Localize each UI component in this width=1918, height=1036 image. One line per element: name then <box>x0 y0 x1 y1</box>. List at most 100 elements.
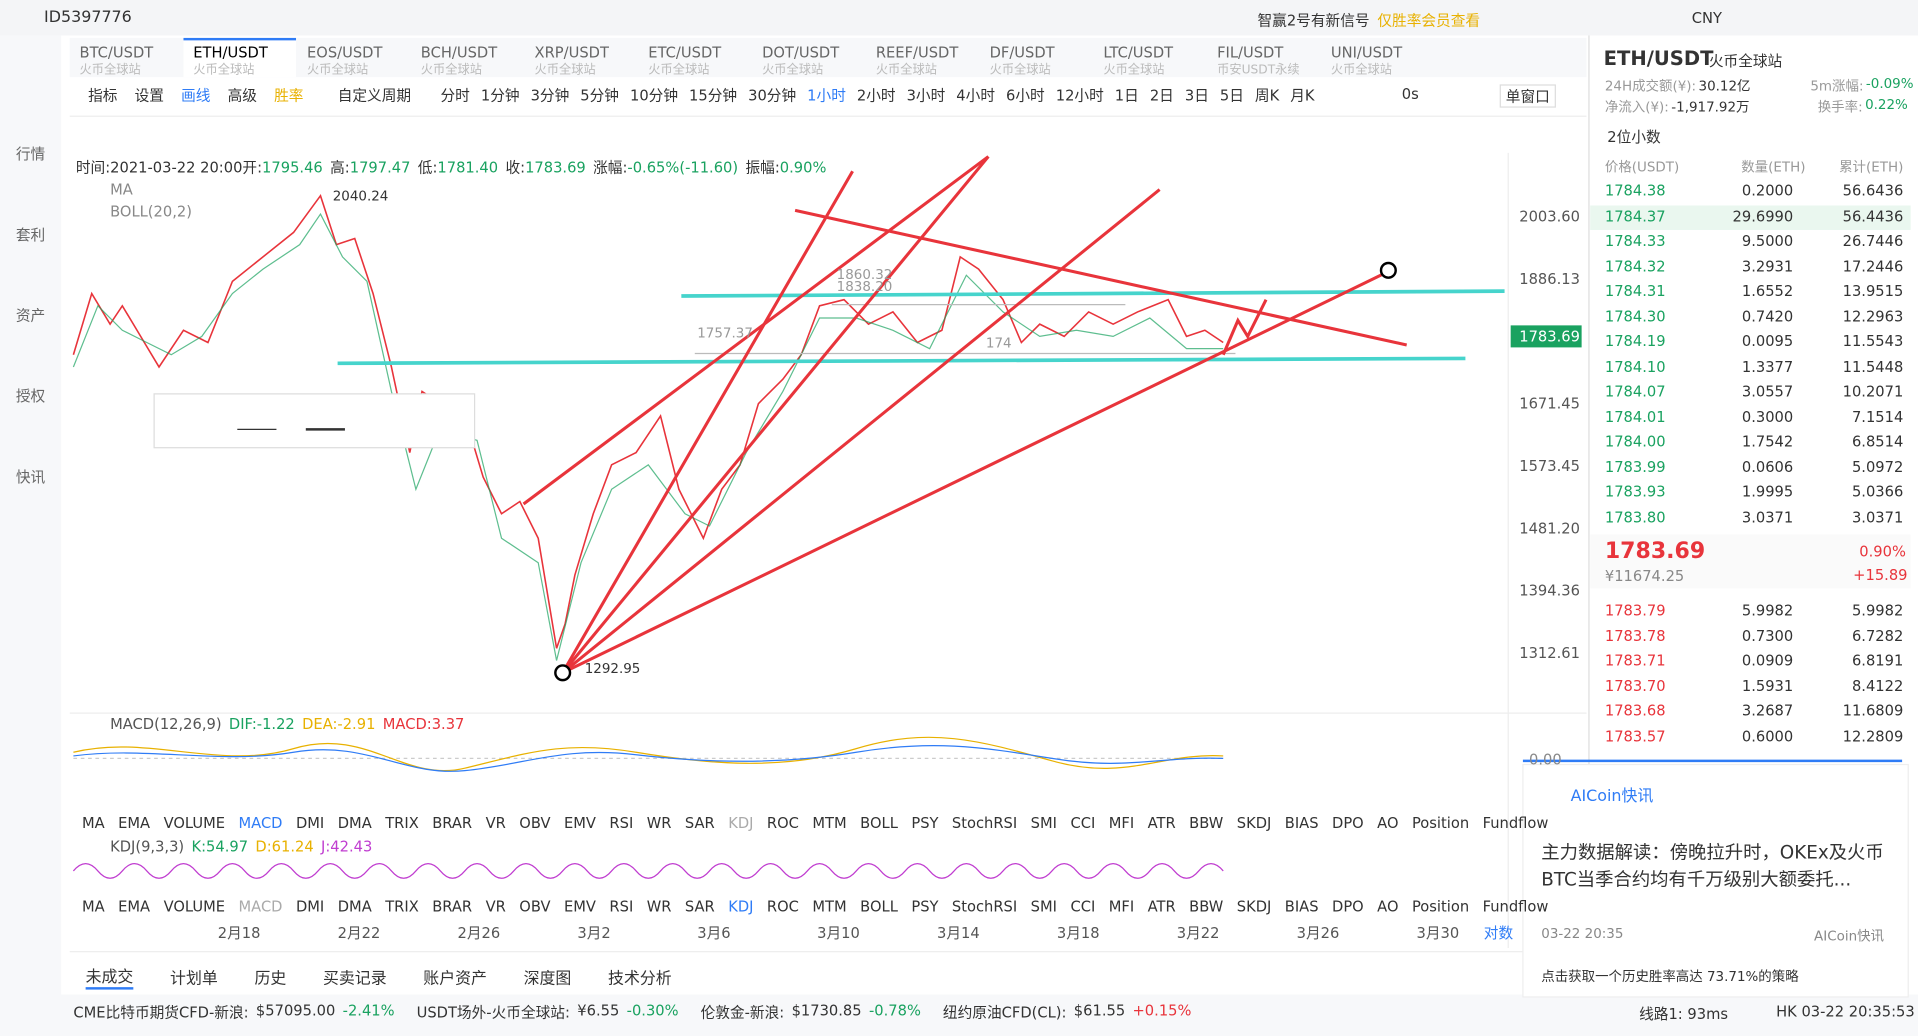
indicator[interactable]: WR <box>646 814 672 832</box>
indicator[interactable]: DMI <box>295 814 325 832</box>
tool[interactable]: 指标 <box>88 86 118 104</box>
indicator[interactable]: DMA <box>337 814 372 832</box>
indicator[interactable]: DMA <box>337 897 372 915</box>
indicator[interactable]: DPO <box>1332 814 1364 832</box>
indicator[interactable]: Fundflow <box>1482 814 1549 832</box>
period[interactable]: 1分钟 <box>480 86 520 104</box>
indicator[interactable]: ATR <box>1147 897 1176 915</box>
indicator[interactable]: MACD <box>238 814 283 832</box>
nav-item[interactable]: 资产 <box>15 307 46 325</box>
indicator[interactable]: RSI <box>609 814 634 832</box>
indicator[interactable]: Fundflow <box>1482 897 1549 915</box>
bottom-tab[interactable]: 技术分析 <box>608 970 672 989</box>
indicator[interactable]: TRIX <box>385 814 419 832</box>
indicator[interactable]: BBW <box>1189 814 1224 832</box>
indicator[interactable]: EMV <box>563 814 596 832</box>
user-id[interactable]: ID5397776 <box>44 8 132 27</box>
period[interactable]: 分时 <box>440 86 470 104</box>
promo[interactable]: 点击获取一个历史胜率高达 73.71%的策略 <box>1541 968 1799 985</box>
period[interactable]: 15分钟 <box>689 86 738 104</box>
symbol-tab[interactable]: ETH/USDT 火币全球站 <box>183 38 297 82</box>
bottom-tab[interactable]: 账户资产 <box>423 970 487 989</box>
bottom-tab[interactable]: 买卖记录 <box>322 970 387 989</box>
indicator[interactable]: MTM <box>812 897 847 915</box>
symbol-tab[interactable]: ETC/USDT 火币全球站 <box>639 38 753 82</box>
indicator[interactable]: CCI <box>1070 897 1096 915</box>
indicator[interactable]: MFI <box>1108 814 1135 832</box>
period[interactable]: 1日 <box>1114 86 1139 104</box>
period[interactable]: 10分钟 <box>629 86 679 104</box>
symbol-tab[interactable]: BTC/USDT 火币全球站 <box>70 38 184 82</box>
indicator[interactable]: DPO <box>1332 897 1364 915</box>
indicator[interactable]: TRIX <box>385 897 419 915</box>
bottom-tab[interactable]: 未成交 <box>85 964 134 990</box>
symbol-tab[interactable]: EOS/USDT 火币全球站 <box>297 38 411 82</box>
indicator[interactable]: VOLUME <box>163 814 226 832</box>
indicator[interactable]: BOLL <box>860 897 898 915</box>
indicator[interactable]: PSY <box>911 897 939 915</box>
indicator[interactable]: OBV <box>519 814 551 832</box>
bottom-tab[interactable]: 计划单 <box>170 970 218 989</box>
period[interactable]: 12小时 <box>1055 86 1104 104</box>
period[interactable]: 3小时 <box>906 86 946 104</box>
period[interactable]: 2日 <box>1149 86 1174 104</box>
indicator[interactable]: OBV <box>519 897 551 915</box>
period[interactable]: 周K <box>1254 86 1280 104</box>
indicator[interactable]: StochRSI <box>951 814 1018 832</box>
indicator[interactable]: BOLL <box>860 814 898 832</box>
indicator[interactable]: ROC <box>766 814 799 832</box>
period[interactable]: 5分钟 <box>580 86 619 104</box>
indicator[interactable]: EMA <box>118 814 151 832</box>
indicator[interactable]: BRAR <box>432 897 473 915</box>
bottom-tab[interactable]: 历史 <box>254 970 287 989</box>
indicator[interactable]: Position <box>1411 814 1470 832</box>
indicator[interactable]: AO <box>1377 814 1399 832</box>
tool[interactable]: 画线 <box>181 86 211 104</box>
symbol-tab[interactable]: FIL/USDT 币安USDT永续 <box>1207 38 1321 82</box>
indicator[interactable]: VOLUME <box>163 897 226 915</box>
symbol-tab[interactable]: BCH/USDT 火币全球站 <box>411 38 525 82</box>
period[interactable]: 30分钟 <box>748 86 797 104</box>
indicator[interactable]: SMI <box>1030 897 1057 915</box>
indicator[interactable]: RSI <box>609 897 634 915</box>
symbol-tab[interactable]: REEF/USDT 火币全球站 <box>866 38 980 82</box>
indicator[interactable]: SAR <box>684 814 715 832</box>
period[interactable]: 1小时 <box>807 86 846 104</box>
period[interactable]: 6小时 <box>1006 86 1045 104</box>
symbol-tab[interactable]: DOT/USDT 火币全球站 <box>752 38 866 82</box>
indicator[interactable]: BBW <box>1189 897 1224 915</box>
indicator[interactable]: KDJ <box>728 897 754 915</box>
symbol-tab[interactable]: DF/USDT 火币全球站 <box>980 38 1094 82</box>
indicator[interactable]: BRAR <box>432 814 473 832</box>
indicator[interactable]: PSY <box>911 814 939 832</box>
indicator[interactable]: VR <box>485 897 506 915</box>
indicator[interactable]: BIAS <box>1284 814 1319 832</box>
period[interactable]: 4小时 <box>956 86 996 104</box>
indicator[interactable]: BIAS <box>1284 897 1319 915</box>
indicator[interactable]: MA <box>81 897 105 915</box>
indicator[interactable]: SAR <box>684 897 715 915</box>
indicator[interactable]: MACD <box>238 897 283 915</box>
indicator[interactable]: DMI <box>295 897 325 915</box>
indicator[interactable]: VR <box>485 814 506 832</box>
indicator[interactable]: WR <box>646 897 672 915</box>
period[interactable]: 3分钟 <box>530 86 570 104</box>
indicator[interactable]: ATR <box>1147 814 1176 832</box>
currency[interactable]: CNY <box>1691 9 1722 27</box>
nav-item[interactable]: 授权 <box>15 387 46 405</box>
indicator[interactable]: MTM <box>812 814 847 832</box>
indicator[interactable]: MFI <box>1108 897 1135 915</box>
period[interactable]: 3日 <box>1184 86 1209 104</box>
nav-item[interactable]: 快讯 <box>15 468 46 486</box>
indicator[interactable]: AO <box>1377 897 1399 915</box>
nav-item[interactable]: 行情 <box>15 145 46 163</box>
indicator[interactable]: EMV <box>563 897 596 915</box>
news-text[interactable]: 主力数据解读：傍晚拉升时，OKEx及火币BTC当季合约均有千万级别大额委托... <box>1541 841 1884 891</box>
window-mode[interactable]: 单窗口 <box>1499 84 1556 108</box>
indicator[interactable]: KDJ <box>728 814 754 832</box>
indicator[interactable]: SKDJ <box>1236 897 1272 915</box>
period[interactable]: 5日 <box>1219 86 1244 104</box>
tool[interactable]: 自定义周期 <box>337 86 412 104</box>
nav-item[interactable]: 套利 <box>15 226 46 244</box>
indicator[interactable]: MA <box>81 814 105 832</box>
